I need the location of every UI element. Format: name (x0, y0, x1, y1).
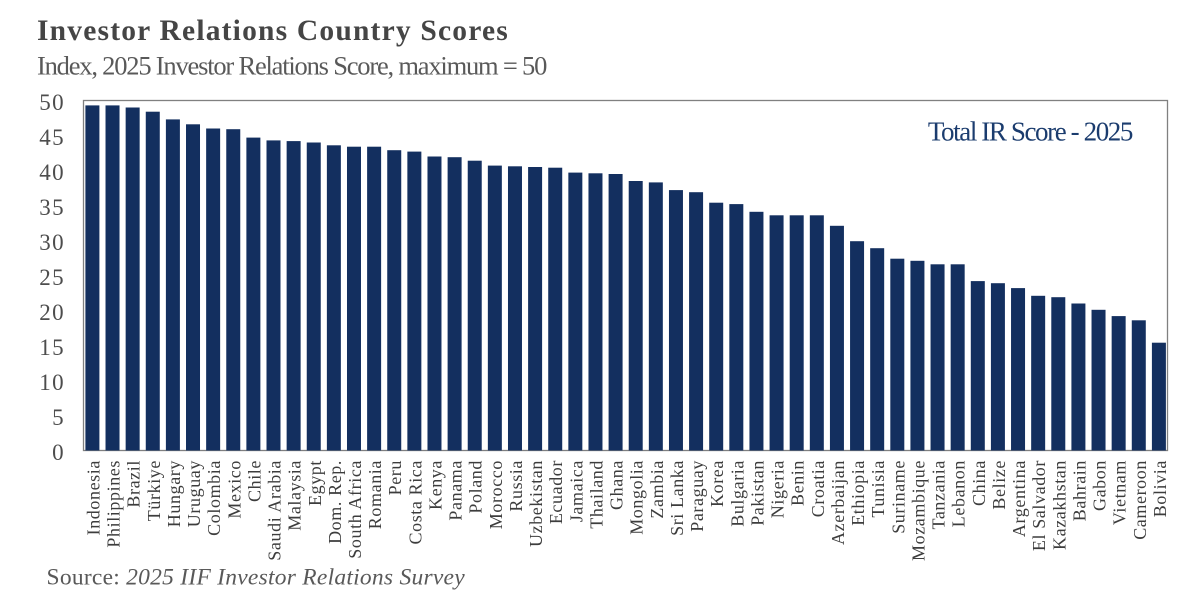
svg-text:Egypt: Egypt (305, 460, 325, 506)
svg-text:Vietnam: Vietnam (1110, 460, 1130, 525)
svg-text:Bolivia: Bolivia (1150, 460, 1170, 517)
svg-text:Azerbaijan: Azerbaijan (828, 460, 848, 545)
svg-text:Morocco: Morocco (486, 460, 506, 529)
svg-text:Uzbekistan: Uzbekistan (526, 460, 546, 547)
svg-text:Ethiopia: Ethiopia (848, 460, 868, 526)
svg-text:10: 10 (39, 370, 65, 395)
svg-text:Mongolia: Mongolia (627, 460, 647, 535)
svg-text:Kazakhstan: Kazakhstan (1049, 460, 1069, 550)
svg-text:Investor Relations Country Sco: Investor Relations Country Scores (37, 15, 509, 47)
svg-text:5: 5 (52, 405, 65, 430)
svg-text:45: 45 (39, 125, 65, 150)
svg-text:Mozambique: Mozambique (908, 460, 928, 561)
svg-text:Sri Lanka: Sri Lanka (667, 460, 687, 536)
svg-text:Türkiye: Türkiye (144, 460, 164, 521)
svg-text:China: China (969, 460, 989, 506)
svg-text:Tunisia: Tunisia (868, 460, 888, 518)
svg-text:Cameroon: Cameroon (1130, 460, 1150, 540)
svg-text:El Salvador: El Salvador (1029, 460, 1049, 551)
svg-text:Croatia: Croatia (808, 460, 828, 517)
svg-text:Saudi Arabia: Saudi Arabia (265, 460, 285, 561)
svg-text:Costa Rica: Costa Rica (405, 460, 425, 545)
svg-text:50: 50 (39, 90, 65, 115)
svg-text:Romania: Romania (365, 460, 385, 529)
svg-text:Uruguay: Uruguay (184, 460, 204, 527)
svg-text:Jamaica: Jamaica (566, 460, 586, 522)
svg-text:Malaysia: Malaysia (285, 460, 305, 531)
svg-text:20: 20 (39, 300, 65, 325)
svg-text:Index, 2025 Investor Relations: Index, 2025 Investor Relations Score, ma… (37, 51, 547, 81)
svg-text:0: 0 (52, 440, 65, 465)
svg-text:Total IR Score - 2025: Total IR Score - 2025 (928, 116, 1133, 146)
svg-text:Pakistan: Pakistan (747, 460, 767, 526)
svg-text:Benin: Benin (788, 460, 808, 506)
svg-text:Mexico: Mexico (224, 460, 244, 519)
svg-text:Chile: Chile (244, 460, 264, 502)
svg-text:Source: 2025 IIF Investor Rela: Source: 2025 IIF Investor Relations Surv… (47, 565, 466, 591)
svg-text:Gabon: Gabon (1090, 460, 1110, 511)
svg-text:Thailand: Thailand (586, 460, 606, 529)
svg-text:Zambia: Zambia (647, 460, 667, 519)
svg-text:Belize: Belize (989, 460, 1009, 510)
svg-text:40: 40 (39, 160, 65, 185)
svg-text:Russia: Russia (506, 460, 526, 512)
svg-text:Ecuador: Ecuador (546, 460, 566, 524)
svg-text:Indonesia: Indonesia (83, 460, 103, 535)
svg-text:35: 35 (39, 195, 65, 220)
svg-text:Paraguay: Paraguay (687, 460, 707, 532)
svg-text:South Africa: South Africa (345, 460, 365, 559)
svg-text:25: 25 (39, 265, 65, 290)
svg-text:Panama: Panama (446, 460, 466, 521)
svg-text:Suriname: Suriname (888, 460, 908, 534)
svg-text:Bulgaria: Bulgaria (727, 460, 747, 527)
svg-text:Colombia: Colombia (204, 460, 224, 536)
svg-text:30: 30 (39, 230, 65, 255)
svg-text:Dom. Rep.: Dom. Rep. (325, 460, 345, 544)
svg-text:Lebanon: Lebanon (949, 460, 969, 527)
svg-text:Peru: Peru (385, 460, 405, 495)
svg-text:Poland: Poland (466, 460, 486, 514)
svg-text:Bahrain: Bahrain (1069, 460, 1089, 521)
svg-text:Ghana: Ghana (607, 460, 627, 510)
svg-text:Philippines: Philippines (104, 460, 124, 548)
svg-text:Hungary: Hungary (164, 460, 184, 527)
svg-text:Nigeria: Nigeria (768, 460, 788, 518)
svg-text:Argentina: Argentina (1009, 460, 1029, 537)
svg-text:Tanzania: Tanzania (929, 460, 949, 530)
svg-text:Kenya: Kenya (425, 460, 445, 510)
svg-text:Korea: Korea (707, 460, 727, 507)
svg-text:15: 15 (39, 335, 65, 360)
svg-text:Brazil: Brazil (124, 460, 144, 508)
